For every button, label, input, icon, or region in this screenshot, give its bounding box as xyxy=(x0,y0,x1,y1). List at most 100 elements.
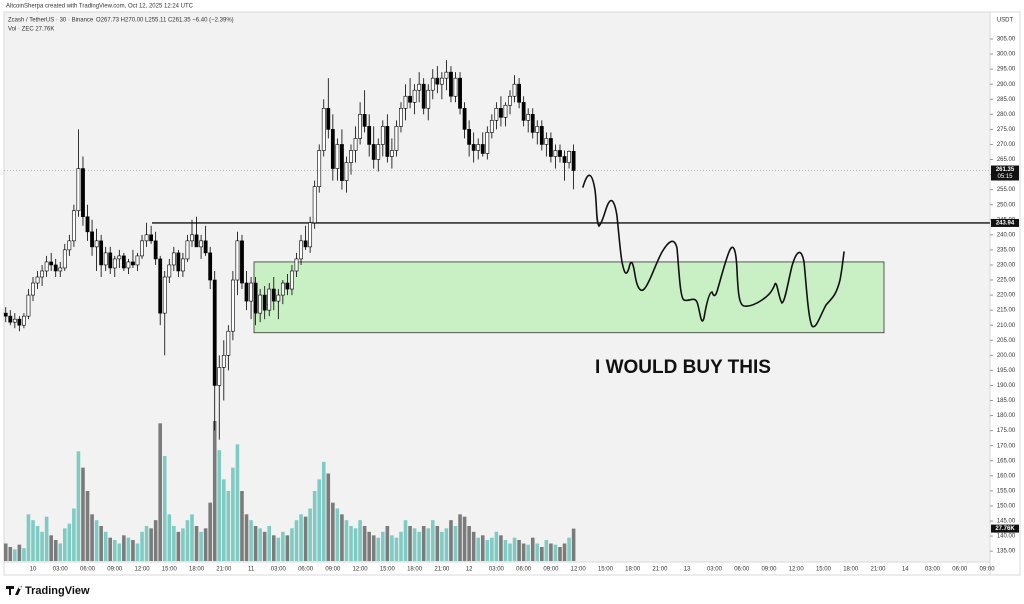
x-tick-label: 09:00 xyxy=(543,567,559,573)
candle-body xyxy=(385,126,390,157)
volume-bar xyxy=(276,537,281,561)
candle-body xyxy=(108,252,113,269)
level-label: 243.94 xyxy=(996,221,1015,227)
volume-bar xyxy=(190,514,194,561)
y-tick-label: 255.00 xyxy=(997,187,1016,193)
last-volume-label: 27.76K xyxy=(995,526,1015,532)
candle-body xyxy=(58,267,63,272)
candle-body xyxy=(194,234,199,248)
volume-bar xyxy=(231,467,235,561)
volume-bar xyxy=(40,531,44,561)
candle-body xyxy=(285,282,290,290)
candle-body xyxy=(526,114,531,121)
candle-body xyxy=(212,279,217,386)
x-tick-label: 03:00 xyxy=(53,567,69,573)
candle-body xyxy=(190,234,194,242)
candle-body xyxy=(276,294,281,302)
candle-body xyxy=(548,138,553,157)
y-tick-label: 270.00 xyxy=(997,142,1016,148)
x-tick-label: 12:00 xyxy=(789,567,805,573)
volume-bar xyxy=(185,520,190,561)
volume-bar xyxy=(76,451,81,561)
y-tick-label: 140.00 xyxy=(997,534,1016,540)
volume-bar xyxy=(299,514,303,561)
currency: USDT xyxy=(997,18,1014,24)
candle-body xyxy=(12,318,17,323)
volume-bar xyxy=(326,473,331,561)
x-tick-label: 06:00 xyxy=(734,567,750,573)
y-tick-label: 225.00 xyxy=(997,278,1016,284)
volume-bar xyxy=(271,535,276,561)
brand-logo: TradingView xyxy=(6,585,90,597)
candle-body xyxy=(303,240,308,248)
candle-body xyxy=(539,126,544,145)
candle-body xyxy=(144,234,149,242)
volume-bar xyxy=(508,543,512,561)
candle-body xyxy=(76,168,81,212)
x-tick-label: 12 xyxy=(466,567,473,573)
volume-bar xyxy=(567,537,571,561)
y-tick-label: 180.00 xyxy=(997,413,1016,419)
candle-body xyxy=(94,240,99,248)
volume-bar xyxy=(476,537,481,561)
volume-bar xyxy=(122,535,126,561)
y-tick-label: 295.00 xyxy=(997,67,1016,73)
volume-bar xyxy=(381,531,385,561)
candle-body xyxy=(299,240,303,260)
volume-bar xyxy=(403,520,408,561)
candle-body xyxy=(26,294,31,317)
candle-body xyxy=(489,120,494,133)
volume-bar xyxy=(108,537,113,561)
volume-bar xyxy=(267,526,272,561)
volume-bar xyxy=(544,540,549,561)
volume-bar xyxy=(262,531,267,561)
x-tick-label: 03:00 xyxy=(707,567,723,573)
volume-bar xyxy=(217,450,222,561)
ohlc-legend: O267.73 H270.00 L255.11 C261.35 −6.40 (−… xyxy=(96,18,234,24)
x-tick-label: 12:00 xyxy=(571,567,587,573)
volume-bar xyxy=(467,526,471,561)
volume-bar xyxy=(8,547,13,561)
candle-body xyxy=(567,150,571,163)
y-tick-label: 250.00 xyxy=(997,202,1016,208)
hand-drawn-path xyxy=(582,174,845,328)
candle-body xyxy=(158,258,163,314)
volume-bar xyxy=(13,549,17,561)
volume-bar xyxy=(85,491,90,561)
candle-body xyxy=(558,150,562,157)
volume-bar xyxy=(558,547,562,561)
x-tick-label: 15:00 xyxy=(380,567,396,573)
volume-bar xyxy=(535,543,540,561)
candle-body xyxy=(394,126,399,151)
candle-body xyxy=(408,95,412,103)
candle-body xyxy=(149,234,154,242)
x-tick-label: 14 xyxy=(902,567,909,573)
candle-body xyxy=(221,355,226,368)
x-tick-label: 03:00 xyxy=(271,567,287,573)
candle-body xyxy=(571,150,576,171)
volume-bar xyxy=(90,514,94,561)
y-tick-label: 165.00 xyxy=(997,458,1016,464)
volume-bar xyxy=(367,531,371,561)
x-tick-label: 03:00 xyxy=(489,567,505,573)
y-tick-label: 155.00 xyxy=(997,488,1016,494)
candle-body xyxy=(262,294,267,311)
volume-bar xyxy=(112,540,117,561)
volume-bar xyxy=(344,520,349,561)
candle-body xyxy=(171,252,176,266)
candle-body xyxy=(167,264,172,278)
candle-body xyxy=(85,216,90,233)
volume-bar xyxy=(167,514,172,561)
candle-body xyxy=(117,255,122,260)
x-tick-label: 03:00 xyxy=(925,567,941,573)
volume-bar xyxy=(499,535,503,561)
volume-bar xyxy=(3,543,8,561)
volume-bar xyxy=(253,526,258,561)
x-tick-label: 15:00 xyxy=(816,567,832,573)
volume-bar xyxy=(203,528,208,561)
candle-body xyxy=(131,261,135,266)
volume-bar xyxy=(540,547,544,561)
candle-body xyxy=(267,288,272,311)
time-axis xyxy=(3,561,991,576)
